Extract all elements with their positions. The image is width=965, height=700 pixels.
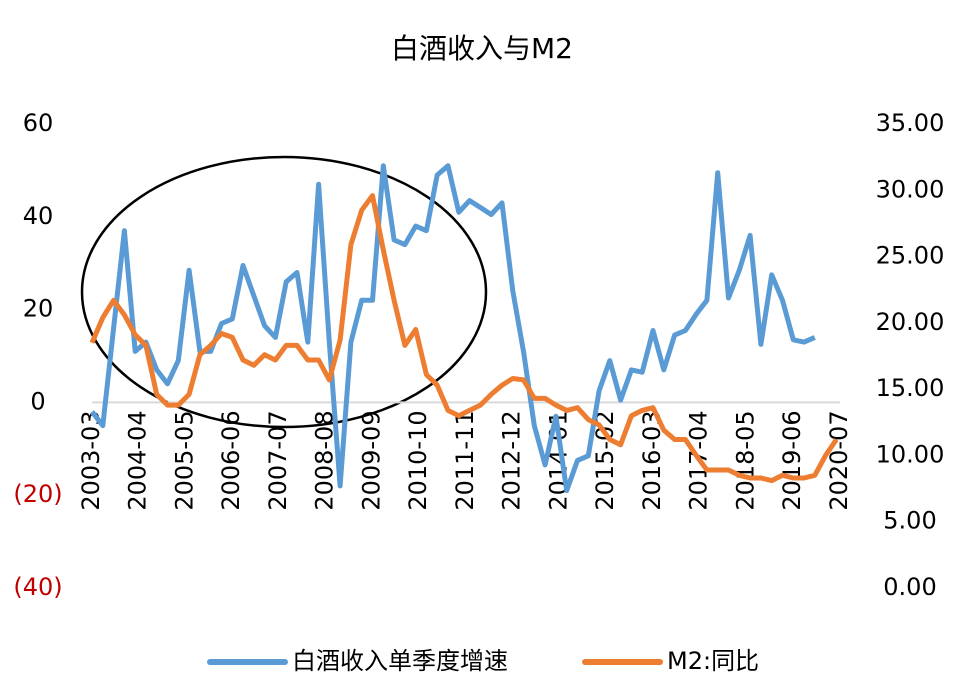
y2-tick-label: 5.00 bbox=[883, 507, 936, 535]
x-tick-label: 2003-03 bbox=[77, 410, 105, 510]
y-tick-label: 0 bbox=[30, 387, 45, 415]
y2-tick-label: 0.00 bbox=[883, 573, 936, 601]
chart-title: 白酒收入与M2 bbox=[391, 32, 573, 65]
y-tick-label: 40 bbox=[23, 202, 54, 230]
y2-tick-label: 10.00 bbox=[876, 440, 945, 468]
x-tick-label: 2019-06 bbox=[778, 410, 806, 510]
x-tick-label: 2005-05 bbox=[171, 410, 199, 510]
y2-tick-label: 25.00 bbox=[876, 242, 945, 270]
x-tick-label: 2011-11 bbox=[451, 410, 479, 510]
y2-tick-label: 20.00 bbox=[876, 308, 945, 336]
legend-label: M2:同比 bbox=[667, 647, 759, 675]
x-tick-label: 2004-04 bbox=[124, 410, 152, 510]
x-tick-label: 2006-06 bbox=[217, 410, 245, 510]
legend-label: 白酒收入单季度增速 bbox=[292, 647, 508, 675]
x-tick-label: 2007-07 bbox=[264, 410, 292, 510]
y-tick-label: (20) bbox=[13, 480, 62, 508]
x-tick-label: 2010-10 bbox=[404, 410, 432, 510]
y-tick-label: 60 bbox=[23, 109, 54, 137]
y-tick-label: (40) bbox=[13, 573, 62, 601]
x-tick-label: 2015-02 bbox=[591, 410, 619, 510]
x-tick-label: 2018-05 bbox=[732, 410, 760, 510]
y-tick-label: 20 bbox=[23, 295, 54, 323]
series-line bbox=[89, 193, 839, 484]
y2-tick-label: 30.00 bbox=[876, 175, 945, 203]
x-tick-label: 2009-09 bbox=[358, 410, 386, 510]
x-tick-label: 2012-12 bbox=[498, 410, 526, 510]
y2-tick-label: 35.00 bbox=[876, 109, 945, 137]
annotation-ellipse bbox=[80, 155, 488, 429]
x-tick-label: 2020-07 bbox=[825, 410, 853, 510]
y2-tick-label: 15.00 bbox=[876, 374, 945, 402]
